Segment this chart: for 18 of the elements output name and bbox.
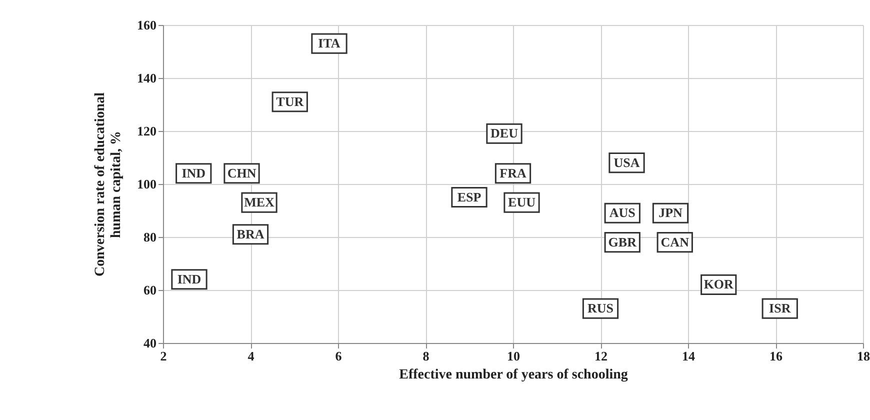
x-tick-label: 18 — [857, 348, 870, 364]
y-axis-title: Conversion rate of educational human capital, % — [93, 92, 124, 276]
x-tick-label: 6 — [335, 348, 342, 364]
x-tick-label: 10 — [507, 348, 520, 364]
y-tick-label: 140 — [137, 70, 156, 86]
y-tick-label: 160 — [137, 18, 156, 32]
y-tick-label: 120 — [137, 124, 156, 138]
x-tick-label: 16 — [770, 348, 783, 364]
y-tick-label: 80 — [144, 230, 156, 244]
x-tick-label: 12 — [594, 348, 608, 364]
x-tick-label: 2 — [160, 348, 167, 364]
y-tick-label: 60 — [144, 282, 156, 298]
y-tick-label: 40 — [144, 336, 156, 350]
x-tick-label: 14 — [682, 348, 696, 364]
x-tick-label: 4 — [248, 348, 255, 364]
x-axis-title: Effective number of years of schooling — [399, 368, 628, 382]
y-tick-label: 100 — [137, 176, 156, 192]
x-tick-label: 8 — [422, 348, 430, 364]
